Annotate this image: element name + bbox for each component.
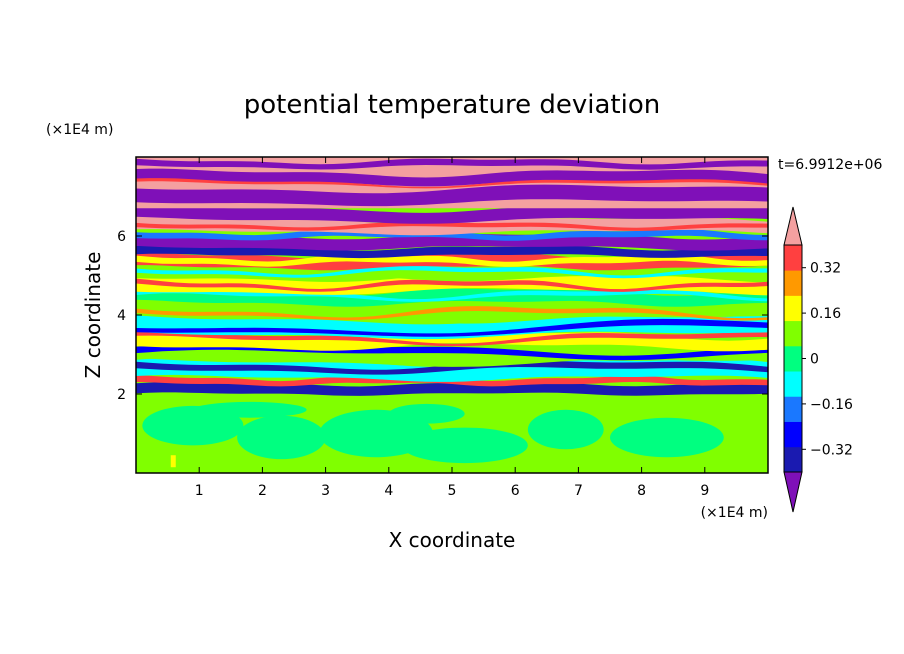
- x-unit-label: (×1E4 m): [701, 505, 768, 521]
- y-axis-label: Z coordinate: [81, 252, 105, 379]
- y-tick-label: 2: [117, 387, 126, 403]
- contour-band: [136, 265, 768, 279]
- contour-band: [136, 254, 768, 267]
- x-tick-label: 3: [321, 483, 330, 499]
- contour-blob: [610, 417, 724, 458]
- colorbar-band: [784, 371, 802, 397]
- colorbar-extend-max: [783, 206, 803, 246]
- y-tick-label: 4: [117, 308, 126, 324]
- colorbar-band: [784, 421, 802, 448]
- x-tick-label: 6: [511, 483, 520, 499]
- colorbar-label: −0.16: [810, 397, 853, 413]
- colorbar-band: [784, 320, 802, 347]
- contour-band: [136, 221, 768, 231]
- colorbar-band: [784, 396, 802, 422]
- colorbar-label: 0.16: [810, 306, 841, 322]
- colorbar-label: −0.32: [810, 442, 853, 458]
- contour-field: [136, 157, 768, 473]
- y-axis: 2 4 6: [117, 229, 768, 403]
- y-unit-label: (×1E4 m): [46, 122, 113, 138]
- x-tick-label: 5: [448, 483, 457, 499]
- x-tick-label: 7: [574, 483, 583, 499]
- contour-band: [136, 306, 768, 321]
- colorbar-band: [784, 345, 802, 372]
- x-tick-label: 4: [384, 483, 393, 499]
- contour-band: [136, 318, 768, 337]
- contour-band: [136, 229, 768, 241]
- time-label: t=6.9912e+06: [778, 157, 882, 173]
- colorbar-extend-min: [783, 471, 803, 513]
- x-tick-label: 1: [195, 483, 204, 499]
- contour-blob: [192, 401, 307, 418]
- contour-band: [136, 204, 768, 224]
- contour-blob: [237, 415, 326, 460]
- colorbar-band: [784, 295, 802, 322]
- contour-band: [136, 158, 768, 170]
- contour-blob: [170, 455, 176, 468]
- contour-band: [136, 278, 768, 292]
- x-axis: 1 2 3 4 5 6 7 8 9: [195, 157, 709, 499]
- colorbar: 0.32 0.16 0 −0.16 −0.32: [783, 206, 853, 513]
- contour-blob: [401, 427, 528, 464]
- colorbar-band: [784, 245, 802, 271]
- colorbar-label: 0.32: [810, 261, 841, 277]
- contour-blob: [527, 409, 604, 450]
- x-tick-label: 2: [258, 483, 267, 499]
- colorbar-band: [784, 446, 802, 473]
- colorbar-label: 0: [810, 352, 819, 368]
- chart-title: potential temperature deviation: [244, 90, 660, 120]
- contour-blob: [388, 403, 465, 424]
- colorbar-band: [784, 270, 802, 296]
- x-tick-label: 8: [637, 483, 646, 499]
- contour-band: [136, 184, 768, 207]
- y-tick-label: 6: [117, 229, 126, 245]
- contour-band: [136, 178, 768, 189]
- x-tick-label: 9: [700, 483, 709, 499]
- contour-band: [136, 330, 768, 347]
- contour-band: [136, 360, 768, 375]
- x-axis-label: X coordinate: [389, 528, 516, 552]
